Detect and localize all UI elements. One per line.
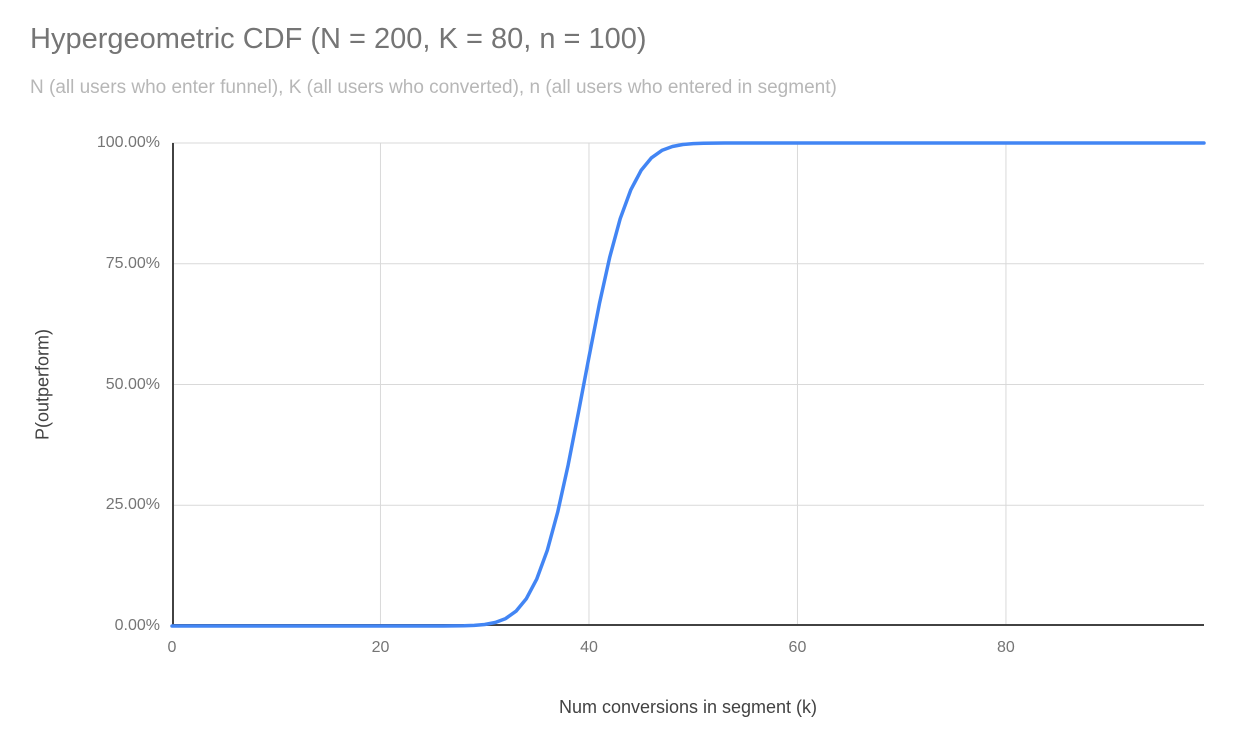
cdf-curve xyxy=(170,141,1206,628)
x-tick-label: 20 xyxy=(371,639,390,656)
y-tick-label: 25.00% xyxy=(105,496,160,514)
y-tick-label: 50.00% xyxy=(105,375,160,393)
y-tick-label: 100.00% xyxy=(96,134,160,151)
chart-title: Hypergeometric CDF (N = 200, K = 80, n =… xyxy=(30,23,647,55)
y-tick-label: 75.00% xyxy=(105,254,160,272)
y-tick-label: 0.00% xyxy=(114,617,160,634)
x-axis-title: Num conversions in segment (k) xyxy=(558,697,818,717)
x-tick-label: 40 xyxy=(580,639,598,656)
plot-canvas xyxy=(170,141,1206,628)
chart-subtitle: N (all users who enter funnel), K (all u… xyxy=(30,77,837,98)
x-tick-label: 80 xyxy=(997,639,1015,656)
x-tick-label: 60 xyxy=(788,639,807,656)
plot-area xyxy=(170,141,1206,628)
x-tick-label: 0 xyxy=(167,639,177,656)
